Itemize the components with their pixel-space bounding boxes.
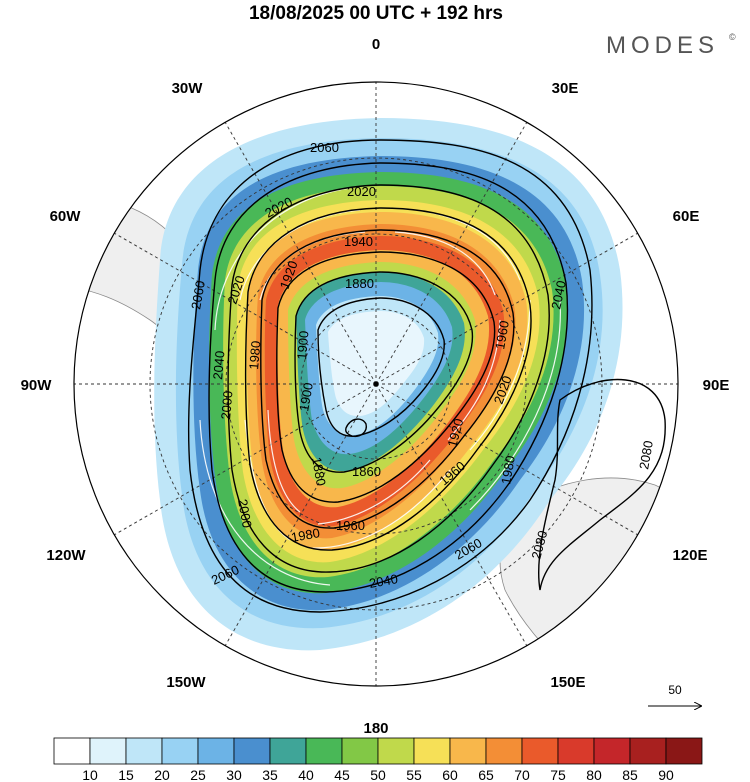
colorbar-tick-label: 25	[190, 767, 206, 782]
contour-label: 2080	[636, 439, 656, 470]
colorbar-swatch	[413, 737, 451, 765]
colorbar-tick-label: 35	[262, 767, 278, 782]
map-title: 18/08/2025 00 UTC + 192 hrs	[249, 3, 503, 24]
colorbar-swatch	[521, 737, 559, 765]
colorbar-swatch	[269, 737, 307, 765]
colorbar-tick-label: 80	[586, 767, 602, 782]
contour-label: 1900	[294, 330, 311, 360]
contour-label: 1960	[492, 319, 512, 350]
colorbar-swatch	[89, 737, 127, 765]
contour-label: 1880	[345, 276, 374, 291]
meridian-label-0: 0	[372, 36, 380, 53]
colorbar-swatch	[593, 737, 631, 765]
meridian-label-90w: 90W	[21, 377, 53, 394]
colorbar-swatch	[665, 737, 703, 765]
colorbar-tick-label: 55	[406, 767, 422, 782]
reference-vector: 50	[648, 683, 701, 706]
meridian-label-60w: 60W	[50, 208, 82, 225]
meridian-label-30e: 30E	[552, 80, 579, 97]
colorbar-tick-label: 10	[82, 767, 98, 782]
contour-label: 2000	[235, 498, 255, 529]
colorbar-swatch	[629, 737, 667, 765]
meridians	[74, 82, 678, 686]
meridian-label-180: 180	[363, 720, 388, 737]
colorbar: 10 15 20 25 30 35 40 45 50 55 60 65 70 75 80 85 90	[53, 737, 703, 782]
contour-label: 1980	[246, 340, 263, 370]
reference-vector-value: 50	[668, 683, 682, 697]
colorbar-tick-label: 15	[118, 767, 134, 782]
colorbar-swatch	[233, 737, 271, 765]
colorbar-tick-label: 65	[478, 767, 494, 782]
colorbar-tick-label: 90	[658, 767, 674, 782]
meridian-label-90e: 90E	[703, 377, 730, 394]
contour-label: 1860	[352, 464, 381, 479]
colorbar-tick-label: 85	[622, 767, 638, 782]
contour-label: 2040	[548, 279, 569, 310]
colorbar-tick-label: 20	[154, 767, 170, 782]
meridian-label-60e: 60E	[673, 208, 700, 225]
contour-label: 1920	[444, 417, 466, 449]
colorbar-tick-label: 40	[298, 767, 314, 782]
contour-label: 1960	[336, 518, 365, 533]
colorbar-swatch	[305, 737, 343, 765]
contour-label: 1940	[344, 234, 373, 249]
colorbar-swatch	[341, 737, 379, 765]
colorbar-tick-label: 60	[442, 767, 458, 782]
pole-marker	[373, 381, 379, 387]
brand-logo: MODES	[606, 32, 719, 59]
contour-label: 2020	[347, 184, 376, 199]
colorbar-tick-label: 45	[334, 767, 350, 782]
colorbar-tick-label: 30	[226, 767, 242, 782]
colorbar-tick-label: 50	[370, 767, 386, 782]
colorbar-swatch	[161, 737, 199, 765]
contour-label: 1880	[309, 456, 329, 487]
contour-label: 2040	[210, 350, 227, 380]
colorbar-tick-label: 75	[550, 767, 566, 782]
meridian-label-150e: 150E	[550, 674, 585, 691]
map-disk: 2060 2020 2020 1940 1920 1880 2060 2020 …	[74, 82, 678, 686]
contour-label: 1980	[290, 525, 321, 545]
height-contours	[187, 139, 666, 613]
colorbar-tick-label: 70	[514, 767, 530, 782]
colorbar-swatch	[377, 737, 415, 765]
meridian-label-150w: 150W	[166, 674, 206, 691]
meridian-label-120w: 120W	[46, 547, 86, 564]
meridian-label-120e: 120E	[672, 547, 707, 564]
contour-label: 2080	[528, 529, 550, 561]
contour-label: 2060	[188, 279, 208, 310]
contour-label: 1900	[296, 381, 316, 412]
colorbar-swatch	[125, 737, 163, 765]
meridian-labels: 0 180 90W 90E 30W 60W 30E 60E 120W 150W …	[21, 36, 730, 737]
meridian-label-30w: 30W	[172, 80, 204, 97]
colorbar-swatch	[557, 737, 595, 765]
contour-label: 2060	[310, 140, 339, 155]
colorbar-swatch	[53, 737, 91, 765]
colorbar-swatch	[485, 737, 523, 765]
colorbar-swatch	[449, 737, 487, 765]
brand-mark: ©	[729, 32, 736, 42]
map-boundary	[73, 81, 679, 687]
colorbar-swatch	[197, 737, 235, 765]
contour-label: 1980	[498, 454, 518, 485]
wind-speed-shading	[154, 118, 623, 651]
contour-label: 2040	[368, 571, 399, 591]
contour-label: 2000	[218, 390, 235, 420]
